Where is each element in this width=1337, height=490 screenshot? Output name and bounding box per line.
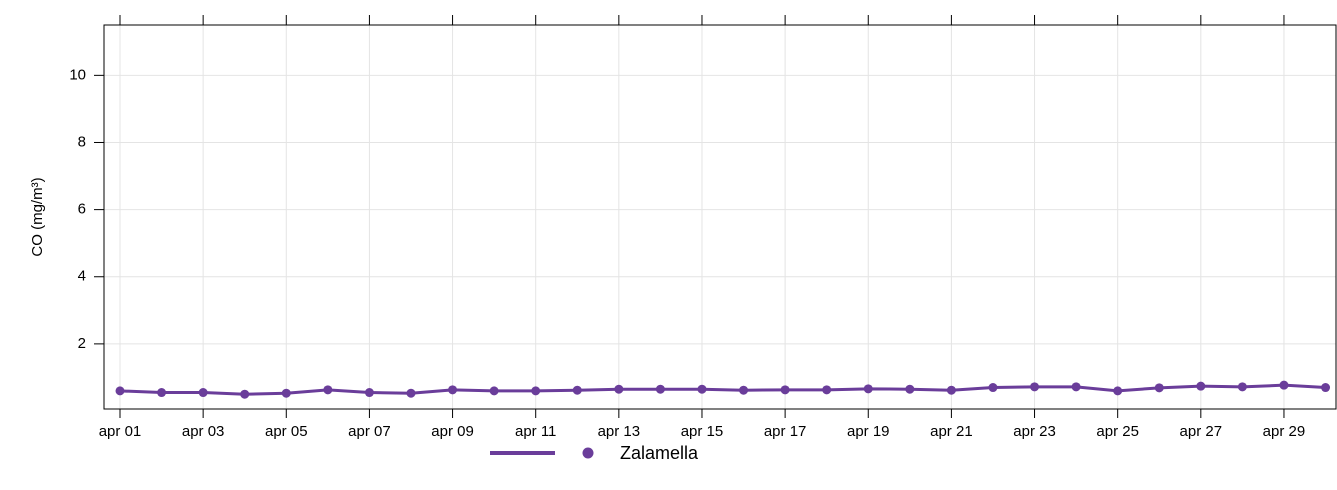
data-point [739, 385, 749, 395]
data-point [614, 384, 624, 394]
data-point [531, 386, 541, 396]
data-point [1071, 382, 1081, 392]
data-point [157, 388, 167, 398]
x-tick-label: apr 29 [1263, 423, 1306, 440]
data-point [198, 388, 208, 398]
data-point [697, 384, 707, 394]
data-point [1030, 382, 1040, 392]
data-point [1279, 380, 1289, 390]
data-point [1154, 383, 1164, 393]
data-point [780, 385, 790, 395]
y-tick-label: 8 [78, 133, 86, 150]
y-tick-label: 2 [78, 335, 86, 352]
data-point [946, 385, 956, 395]
x-tick-label: apr 09 [431, 423, 474, 440]
y-tick-label: 10 [69, 66, 86, 83]
data-point [115, 386, 125, 396]
x-tick-label: apr 11 [515, 423, 556, 440]
y-tick-label: 4 [78, 268, 86, 285]
data-point [448, 385, 458, 395]
y-tick-label: 6 [78, 201, 86, 218]
legend-marker [582, 447, 594, 459]
data-point [1113, 386, 1123, 396]
x-tick-label: apr 03 [182, 423, 225, 440]
data-point [1321, 383, 1331, 393]
series-line [119, 383, 1326, 396]
x-tick-label: apr 17 [764, 423, 807, 440]
legend-label: Zalamella [620, 443, 699, 463]
x-tick-label: apr 15 [681, 423, 724, 440]
x-tick-label: apr 19 [847, 423, 890, 440]
x-tick-label: apr 23 [1013, 423, 1056, 440]
data-point [572, 385, 582, 395]
data-point [822, 385, 832, 395]
data-point [1237, 382, 1247, 392]
y-axis-label: CO (mg/m³) [29, 177, 46, 256]
x-tick-label: apr 21 [930, 423, 973, 440]
x-tick-label: apr 07 [348, 423, 391, 440]
x-tick-label: apr 25 [1096, 423, 1139, 440]
data-point [863, 384, 873, 394]
data-point [240, 389, 250, 399]
data-point [323, 385, 333, 395]
data-point [489, 386, 499, 396]
plot-frame [103, 24, 1337, 410]
data-point [905, 384, 915, 394]
data-point [364, 388, 374, 398]
data-point [1196, 381, 1206, 391]
x-tick-label: apr 13 [598, 423, 641, 440]
x-tick-label: apr 05 [265, 423, 308, 440]
data-point [655, 384, 665, 394]
data-point [988, 383, 998, 393]
data-point [281, 388, 291, 398]
x-tick-label: apr 01 [99, 423, 142, 440]
x-tick-label: apr 27 [1180, 423, 1223, 440]
data-point [406, 388, 416, 398]
